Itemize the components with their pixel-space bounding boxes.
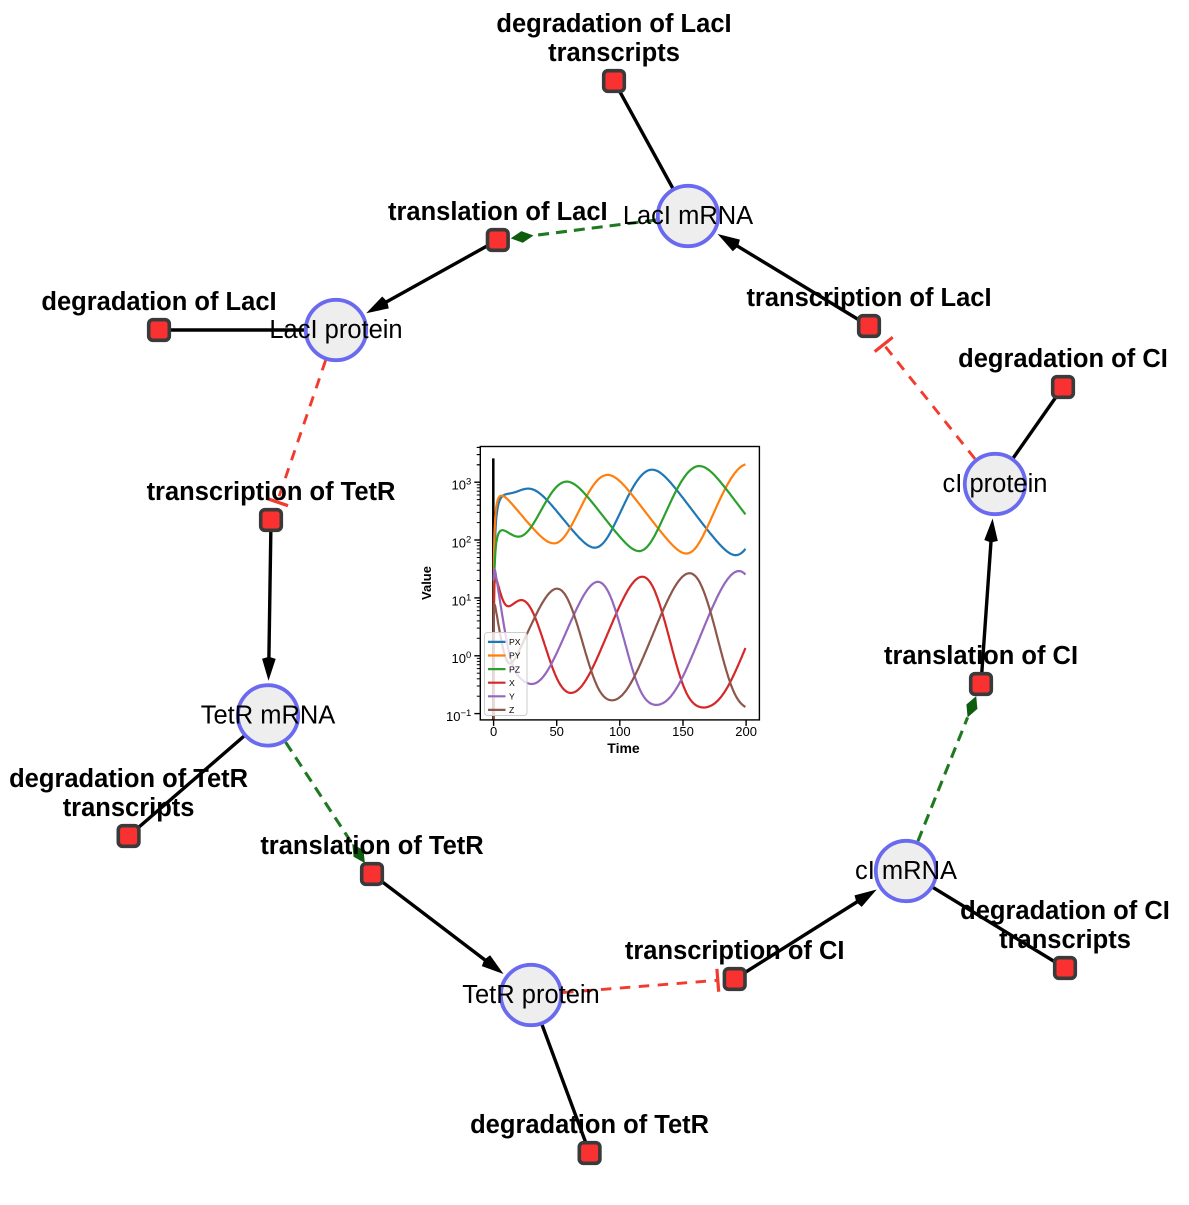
svg-text:150: 150 — [672, 724, 694, 739]
svg-text:PX: PX — [509, 637, 521, 647]
svg-text:0: 0 — [490, 724, 497, 739]
svg-text:degradation of TetR: degradation of TetR — [9, 765, 248, 793]
svg-text:transcription of CI: transcription of CI — [625, 937, 845, 965]
svg-text:Value: Value — [419, 566, 434, 600]
svg-text:LacI protein: LacI protein — [269, 316, 402, 344]
svg-text:translation of CI: translation of CI — [884, 642, 1078, 670]
svg-text:100: 100 — [609, 724, 631, 739]
svg-text:Time: Time — [607, 740, 640, 756]
svg-text:PZ: PZ — [509, 664, 521, 674]
svg-text:degradation of LacI: degradation of LacI — [496, 10, 731, 38]
svg-text:Y: Y — [509, 692, 515, 702]
svg-text:PY: PY — [509, 651, 521, 661]
svg-text:cI protein: cI protein — [943, 470, 1048, 498]
svg-text:transcripts: transcripts — [548, 39, 680, 67]
svg-text:degradation of CI: degradation of CI — [960, 897, 1170, 925]
svg-text:TetR mRNA: TetR mRNA — [201, 701, 336, 729]
svg-text:transcripts: transcripts — [63, 794, 195, 822]
svg-text:LacI mRNA: LacI mRNA — [623, 202, 753, 230]
svg-text:transcription of TetR: transcription of TetR — [147, 478, 396, 506]
svg-text:200: 200 — [735, 724, 757, 739]
svg-text:transcripts: transcripts — [999, 926, 1131, 954]
svg-text:transcription of LacI: transcription of LacI — [746, 284, 991, 312]
svg-text:translation of LacI: translation of LacI — [388, 198, 608, 226]
svg-text:translation of TetR: translation of TetR — [260, 832, 483, 860]
svg-text:50: 50 — [549, 724, 563, 739]
svg-text:TetR protein: TetR protein — [462, 981, 600, 1009]
svg-text:X: X — [509, 678, 515, 688]
svg-text:degradation of TetR: degradation of TetR — [470, 1111, 709, 1139]
svg-text:cI mRNA: cI mRNA — [855, 857, 957, 885]
svg-text:degradation of CI: degradation of CI — [958, 345, 1168, 373]
svg-text:Z: Z — [509, 705, 515, 715]
svg-text:degradation of LacI: degradation of LacI — [41, 288, 276, 316]
